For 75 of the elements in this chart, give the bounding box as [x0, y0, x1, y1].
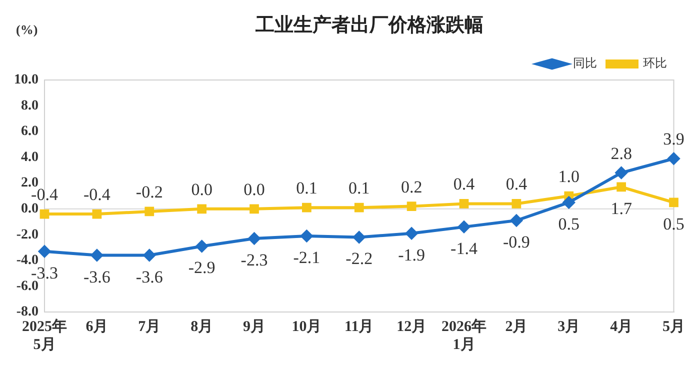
data-label: -0.9	[502, 232, 530, 252]
point	[406, 202, 416, 211]
x-tick-label: 6月	[86, 318, 108, 335]
x-tick-label: 10月	[292, 318, 322, 335]
point	[250, 204, 259, 214]
x-tick-label: 2026年 1月	[442, 318, 486, 353]
y-tick-label: -4.0	[16, 253, 38, 268]
y-tick-label: -2.0	[16, 227, 38, 242]
data-label: -0.4	[83, 185, 111, 204]
data-label: 0.2	[400, 177, 422, 196]
data-label: 0.0	[191, 180, 212, 199]
x-tick-label: 7月	[138, 318, 161, 335]
data-label: 0.1	[348, 178, 370, 198]
chart-title: 工业生产者出厂价格涨跌幅	[256, 14, 484, 36]
point	[40, 209, 50, 219]
y-tick-label: -8.0	[16, 304, 38, 320]
y-tick-label: -6.0	[16, 278, 38, 294]
data-label: -3.6	[83, 267, 110, 286]
y-axis-title: (%)	[16, 22, 38, 38]
point	[668, 152, 680, 165]
point	[459, 199, 469, 208]
y-tick-label: 0.0	[21, 202, 38, 216]
point	[615, 166, 628, 179]
data-label: 2.8	[610, 144, 632, 163]
data-label: -3.6	[136, 267, 163, 286]
x-tick-label: 5月	[662, 318, 685, 335]
y-tick-label: 4.0	[21, 150, 38, 165]
point	[616, 182, 626, 192]
point	[669, 198, 678, 208]
x-tick-label: 9月	[243, 318, 266, 335]
x-tick-label: 2025年 5月	[22, 318, 67, 353]
y-tick-label: 8.0	[21, 98, 38, 114]
x-tick-label: 8月	[190, 318, 214, 335]
point	[302, 202, 312, 212]
x-tick-label: 4月	[610, 318, 633, 335]
point	[197, 204, 206, 214]
point	[92, 209, 102, 219]
data-label: 0.1	[296, 178, 318, 198]
point	[353, 231, 366, 244]
data-label: 1.0	[558, 166, 580, 186]
point	[248, 232, 260, 245]
data-label: -2.2	[346, 249, 373, 268]
data-label: -1.4	[450, 238, 478, 258]
data-label: -2.3	[240, 250, 268, 270]
y-tick-label: 6.0	[21, 124, 38, 140]
point	[562, 196, 575, 208]
point	[38, 245, 50, 258]
data-label: -2.1	[293, 248, 320, 267]
data-label: 0.4	[453, 174, 476, 194]
point	[406, 227, 418, 240]
data-label: 0.4	[506, 174, 528, 194]
point	[90, 249, 103, 262]
data-label: 3.9	[663, 130, 684, 149]
data-label: 0.0	[244, 180, 265, 199]
point	[354, 202, 364, 212]
x-tick-label: 11月	[344, 318, 374, 335]
point	[458, 220, 470, 233]
legend-label: 环比	[643, 56, 667, 70]
data-label: 0.5	[558, 214, 580, 234]
point	[143, 249, 156, 262]
data-label: 1.7	[610, 198, 632, 218]
x-tick-label: 3月	[558, 318, 580, 335]
x-tick-label: 2月	[505, 318, 528, 335]
x-tick-label: 12月	[396, 318, 427, 335]
y-tick-label: 10.0	[14, 72, 38, 88]
point	[512, 199, 522, 208]
data-label: -1.9	[398, 245, 426, 264]
legend-label: 同比	[573, 56, 597, 70]
point	[196, 240, 208, 252]
point	[510, 214, 522, 226]
data-label: -2.9	[188, 258, 216, 278]
point	[300, 230, 313, 242]
point	[144, 206, 154, 216]
data-label: 0.5	[663, 214, 684, 234]
data-label: -0.2	[136, 182, 163, 202]
